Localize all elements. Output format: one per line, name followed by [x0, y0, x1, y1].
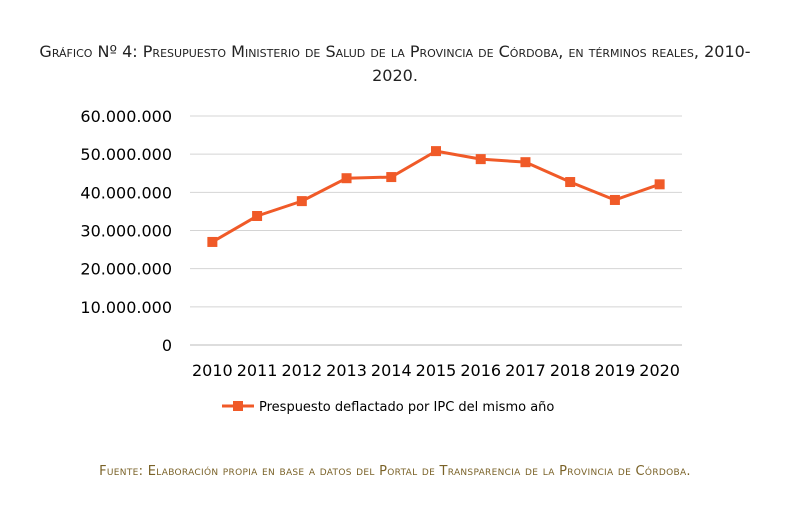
y-tick-label: 20.000.000: [80, 260, 172, 279]
x-tick-label: 2011: [237, 361, 278, 380]
x-tick-label: 2012: [281, 361, 322, 380]
data-point: [386, 172, 397, 183]
data-point: [296, 196, 307, 207]
data-point: [609, 194, 620, 205]
x-tick-label: 2013: [326, 361, 367, 380]
x-tick-label: 2016: [460, 361, 501, 380]
series-line: [211, 149, 661, 244]
data-point: [431, 146, 441, 157]
y-tick-label: 0: [162, 336, 172, 355]
x-tick-label: 2020: [639, 361, 680, 380]
chart-title: Gráfico Nº 4: Presupuesto Ministerio de …: [39, 42, 751, 85]
data-point: [565, 177, 576, 188]
data-point: [341, 173, 352, 184]
data-point: [475, 154, 486, 165]
x-tick-label: 2015: [416, 361, 457, 380]
data-point: [252, 210, 263, 221]
data-point: [520, 157, 531, 168]
y-tick-label: 50.000.000: [80, 145, 172, 164]
legend-label: Prespuesto deflactado por IPC del mismo …: [259, 400, 554, 415]
data-point: [207, 236, 218, 247]
x-tick-label: 2014: [371, 361, 412, 380]
x-tick-label: 2010: [192, 361, 233, 380]
legend-marker: [233, 401, 243, 411]
x-tick-label: 2019: [595, 361, 636, 380]
source-note: Fuente: Elaboración propia en base a dat…: [99, 464, 691, 479]
data-point: [654, 179, 665, 190]
y-tick-label: 60.000.000: [80, 107, 172, 126]
x-tick-label: 2018: [550, 361, 591, 380]
y-tick-label: 10.000.000: [80, 298, 172, 317]
y-tick-label: 40.000.000: [80, 183, 172, 202]
y-tick-label: 30.000.000: [80, 222, 172, 241]
x-tick-label: 2017: [505, 361, 546, 380]
